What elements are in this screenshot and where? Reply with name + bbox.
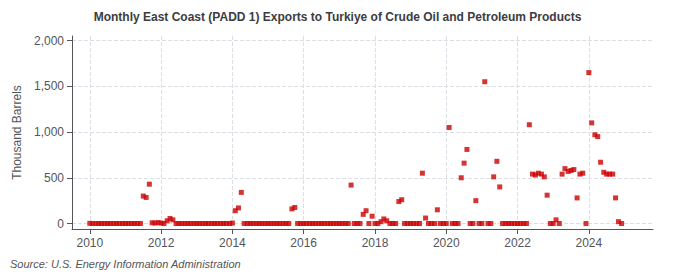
svg-text:2012: 2012 [148, 236, 175, 250]
svg-text:2022: 2022 [504, 236, 531, 250]
svg-text:2020: 2020 [433, 236, 460, 250]
svg-text:Monthly East Coast (PADD 1) Ex: Monthly East Coast (PADD 1) Exports to T… [94, 10, 582, 24]
svg-text:2010: 2010 [76, 236, 103, 250]
svg-text:500: 500 [44, 171, 64, 185]
svg-text:Thousand Barrels: Thousand Barrels [10, 85, 24, 180]
svg-text:2016: 2016 [290, 236, 317, 250]
svg-text:1,000: 1,000 [34, 125, 64, 139]
svg-text:0: 0 [57, 217, 64, 231]
svg-text:2,000: 2,000 [34, 34, 64, 48]
svg-text:1,500: 1,500 [34, 79, 64, 93]
svg-text:2024: 2024 [575, 236, 602, 250]
svg-text:2014: 2014 [219, 236, 246, 250]
svg-text:Source: U.S. Energy Informatio: Source: U.S. Energy Information Administ… [10, 258, 241, 270]
svg-text:2018: 2018 [362, 236, 389, 250]
